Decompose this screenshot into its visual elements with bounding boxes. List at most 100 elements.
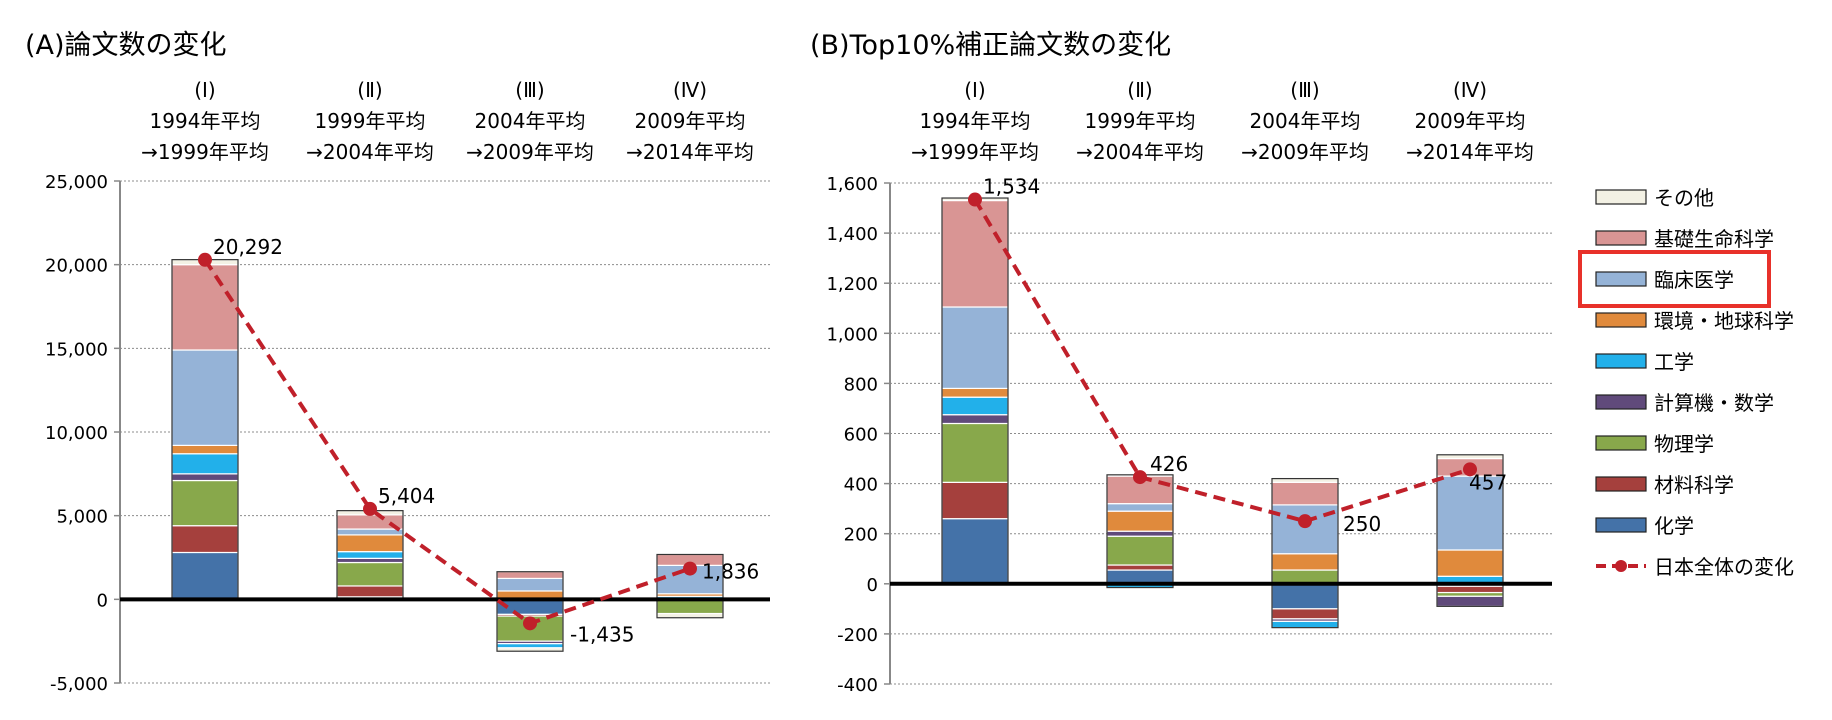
- chart-a-period-from: 2009年平均: [635, 109, 746, 133]
- chart-a-bar-basic_life: [171, 264, 239, 351]
- chart-a-total-point: [523, 616, 537, 631]
- chart-a-period-roman: (Ⅱ): [357, 78, 382, 102]
- legend-swatch-materials: [1595, 476, 1647, 492]
- chart-b-period-to: →2009年平均: [1241, 140, 1369, 164]
- chart-b-bar-materials: [941, 481, 1009, 520]
- chart-a-ytick-label: 15,000: [45, 339, 108, 360]
- chart-b-ytick-label: 1,600: [826, 174, 878, 195]
- chart-a-period-to: →2009年平均: [466, 140, 594, 164]
- legend-swatch-other: [1595, 189, 1647, 205]
- legend-label-computer_math: 計算機・数学: [1654, 391, 1774, 415]
- chart-a-total-label: 5,404: [378, 484, 435, 508]
- chart-a-total-label: 20,292: [213, 235, 283, 259]
- chart-b-bar-environment: [941, 387, 1009, 398]
- chart-b-period-to: →2004年平均: [1076, 140, 1204, 164]
- legend-swatch-physics: [1595, 435, 1647, 451]
- legend-label-other: その他: [1654, 186, 1714, 210]
- chart-b-title: (B)Top10%補正論文数の変化: [810, 30, 1171, 61]
- chart-a-bar-physics: [171, 479, 239, 527]
- chart-a-ytick-label: 0: [97, 590, 108, 611]
- chart-a-bar-clinical: [336, 528, 404, 536]
- chart-a-total-label: 1,836: [702, 560, 759, 584]
- chart-a-ytick-label: -5,000: [50, 674, 108, 695]
- chart-b-bar-environment: [1436, 549, 1504, 577]
- legend-label-environment: 環境・地球科学: [1654, 309, 1794, 333]
- chart-b-bar-chemistry: [1106, 569, 1174, 585]
- chart-a: (A)論文数の変化 (Ⅰ) 1994年平均 →1999年平均 (Ⅱ) 1999年平均 →2…: [25, 30, 770, 695]
- chart-b-bar-engineering: [1271, 620, 1339, 629]
- chart-a-total-label: -1,435: [570, 622, 634, 646]
- chart-b-ytick-label: -400: [837, 675, 878, 696]
- chart-b-total-label: 426: [1150, 452, 1188, 476]
- chart-a-ytick-label: 25,000: [45, 172, 108, 193]
- legend-label-clinical: 臨床医学: [1654, 268, 1734, 292]
- chart-a-ytick-label: 10,000: [45, 423, 108, 444]
- chart-a-period-from: 1999年平均: [315, 109, 426, 133]
- chart-b-total-point: [1298, 514, 1312, 529]
- chart-a-period-to: →2014年平均: [626, 140, 754, 164]
- chart-b-total-label: 1,534: [983, 175, 1040, 199]
- chart-a-period-roman: (Ⅰ): [194, 78, 216, 102]
- chart-b-bar-computer_math: [941, 414, 1009, 425]
- legend-label-materials: 材料科学: [1654, 473, 1734, 497]
- chart-a-bar-computer_math: [336, 557, 404, 564]
- chart-b-bar-basic_life: [1271, 481, 1339, 506]
- chart-b-ytick-label: 600: [844, 425, 878, 446]
- chart-b-ytick-label: 0: [867, 575, 878, 596]
- legend-swatch-basic_life: [1595, 230, 1647, 246]
- chart-a-ytick-label: 20,000: [45, 256, 108, 277]
- chart-b-bar-physics: [1106, 535, 1174, 566]
- chart-b-bar-chemistry: [941, 518, 1009, 585]
- legend-label-chemistry: 化学: [1654, 514, 1694, 538]
- chart-b-bar-materials: [1271, 608, 1339, 620]
- legend-swatch-chemistry: [1595, 517, 1647, 533]
- chart-a-title: (A)論文数の変化: [25, 30, 227, 61]
- chart-b-bar-computer_math: [1436, 595, 1504, 607]
- chart-a-period-to: →1999年平均: [141, 140, 269, 164]
- legend-highlight-box: [1578, 250, 1771, 308]
- chart-b-bar-environment: [1271, 553, 1339, 571]
- chart-b-bar-clinical: [941, 306, 1009, 390]
- legend-swatch-engineering: [1595, 353, 1647, 369]
- chart-b-period-roman: (Ⅳ): [1453, 78, 1487, 102]
- legend-label-engineering: 工学: [1654, 350, 1694, 374]
- chart-b-total-point: [968, 192, 982, 207]
- chart-a-bar-environment: [171, 444, 239, 455]
- chart-a-period-to: →2004年平均: [306, 140, 434, 164]
- chart-b-ytick-label: -200: [837, 625, 878, 646]
- chart-a-bar-engineering: [496, 643, 564, 649]
- chart-b-period-from: 1999年平均: [1085, 109, 1196, 133]
- legend-label-basic_life: 基礎生命科学: [1654, 227, 1774, 251]
- chart-a-bar-engineering: [171, 453, 239, 475]
- chart-b-period-roman: (Ⅲ): [1290, 78, 1319, 102]
- chart-b-bar-basic_life: [941, 199, 1009, 308]
- chart-a-bar-engineering: [336, 551, 404, 559]
- chart-a-bar-clinical: [171, 349, 239, 446]
- chart-b: (B)Top10%補正論文数の変化 (Ⅰ) 1994年平均 →1999年平均 (Ⅱ) 1…: [810, 30, 1552, 696]
- chart-b-total-line: [973, 198, 1471, 524]
- chart-a-bar-other: [656, 612, 724, 619]
- chart-b-period-roman: (Ⅰ): [964, 78, 986, 102]
- chart-b-ytick-label: 200: [844, 525, 878, 546]
- chart-a-total-point: [683, 561, 697, 576]
- legend-swatch-computer_math: [1595, 394, 1647, 410]
- chart-b-period-from: 2009年平均: [1415, 109, 1526, 133]
- legend-marker-total: [1615, 560, 1627, 572]
- chart-b-bar-physics: [941, 422, 1009, 483]
- chart-a-ytick-label: 5,000: [56, 507, 108, 528]
- chart-a-bar-physics: [656, 598, 724, 615]
- chart-b-bar-clinical: [1106, 503, 1174, 512]
- chart-b-period-to: →1999年平均: [911, 140, 1039, 164]
- chart-a-bar-basic_life: [496, 571, 564, 580]
- chart-b-total-label: 250: [1343, 512, 1381, 536]
- chart-b-bar-physics: [1271, 569, 1339, 585]
- legend-label-physics: 物理学: [1654, 432, 1714, 456]
- chart-a-bar-clinical: [496, 577, 564, 592]
- chart-a-total-point: [198, 252, 212, 267]
- chart-b-ytick-label: 1,000: [826, 324, 878, 345]
- chart-b-bar-materials: [1436, 585, 1504, 594]
- chart-b-bar-materials: [1106, 564, 1174, 571]
- chart-b-ytick-label: 1,400: [826, 224, 878, 245]
- legend-swatch-clinical: [1595, 271, 1647, 287]
